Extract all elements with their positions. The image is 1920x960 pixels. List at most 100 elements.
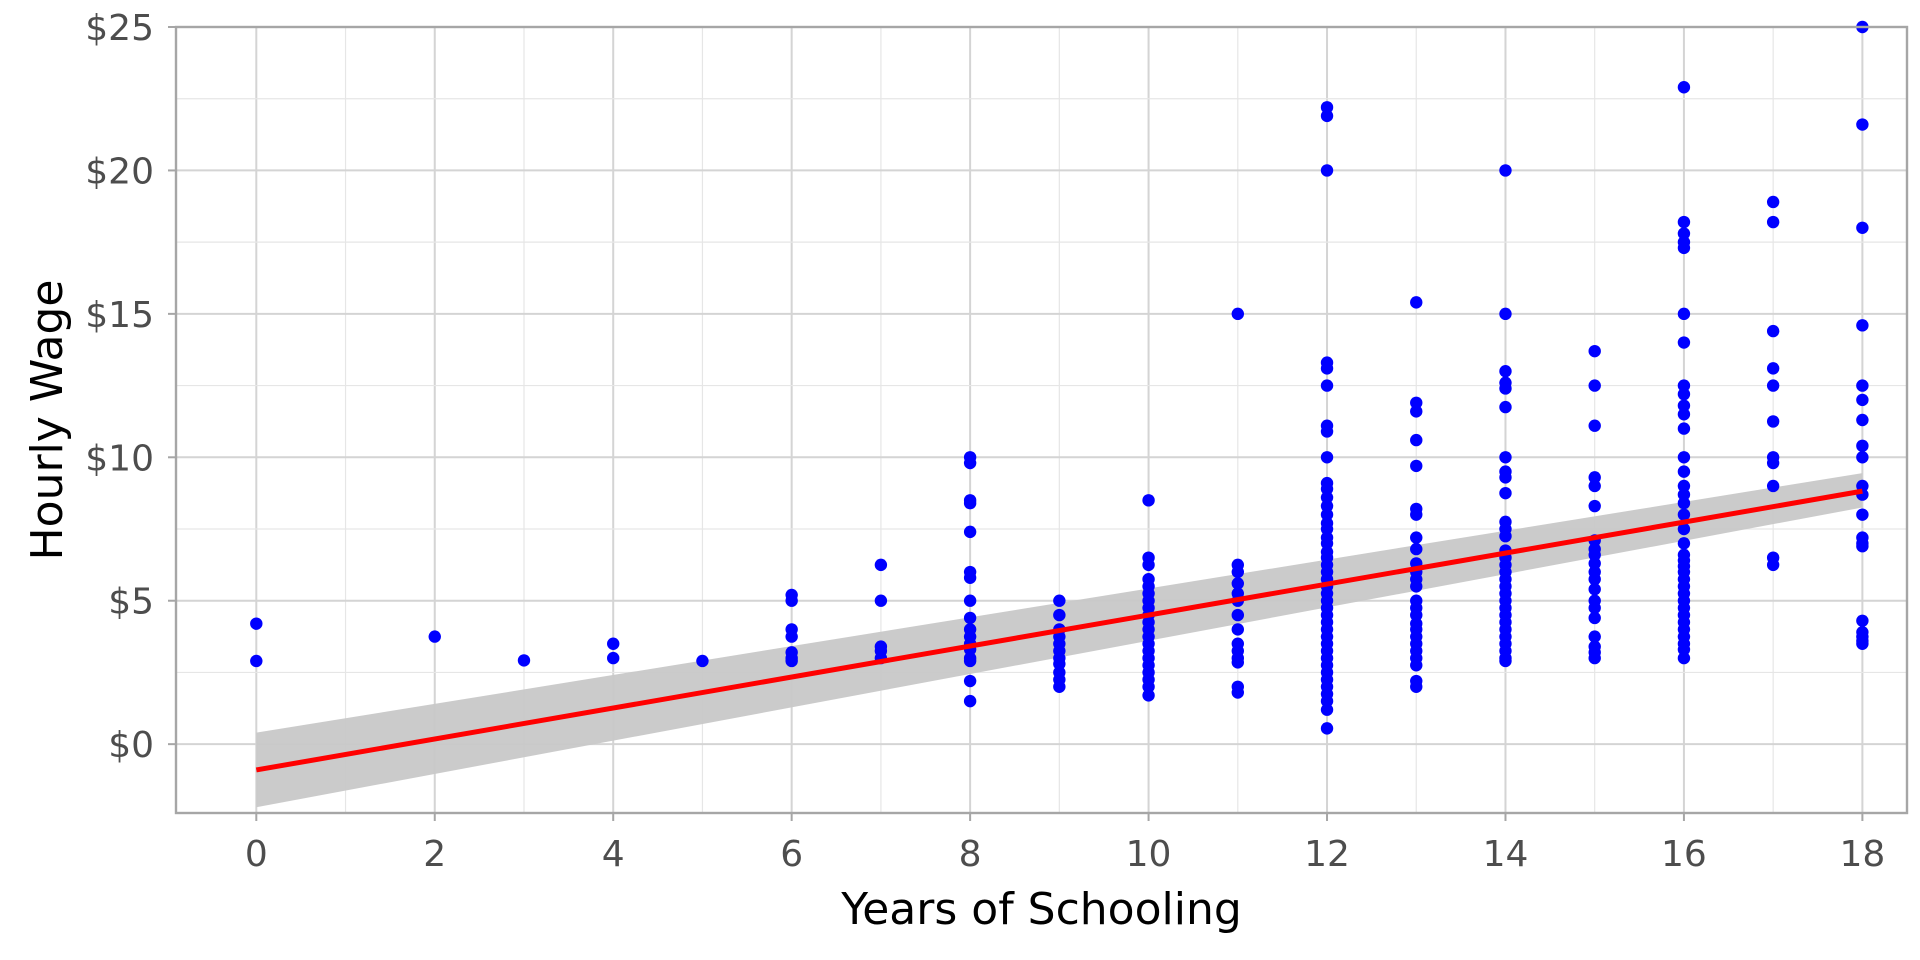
data-point — [1410, 580, 1423, 593]
data-point — [1588, 379, 1601, 392]
data-point — [1499, 365, 1512, 378]
y-axis-title: Hourly Wage — [22, 280, 73, 561]
data-point — [1499, 400, 1512, 414]
data-point — [1410, 680, 1423, 693]
data-point — [1677, 651, 1691, 665]
data-point — [1499, 654, 1512, 668]
data-point — [874, 594, 888, 607]
data-point — [1320, 491, 1334, 504]
data-point — [1766, 324, 1780, 338]
data-point — [1588, 630, 1601, 643]
y-tick-label: $20 — [85, 151, 154, 192]
data-point — [1856, 614, 1869, 628]
data-point — [517, 654, 531, 667]
data-point — [1142, 680, 1155, 693]
data-point — [963, 694, 977, 708]
data-point — [1499, 164, 1512, 177]
data-point — [1677, 387, 1691, 401]
data-point — [1142, 494, 1155, 507]
data-point — [1320, 109, 1334, 123]
data-point — [1856, 118, 1869, 131]
data-point — [1677, 465, 1691, 478]
data-point — [1320, 425, 1334, 438]
data-point — [1766, 215, 1780, 229]
data-point — [963, 594, 977, 607]
data-point — [963, 496, 977, 510]
data-point — [1320, 722, 1334, 735]
data-point — [1677, 496, 1691, 510]
data-point — [1410, 296, 1423, 309]
data-point — [1588, 583, 1601, 596]
data-point — [1499, 451, 1512, 464]
x-tick-label: 10 — [1126, 834, 1172, 875]
data-point — [1588, 601, 1601, 615]
data-point — [1320, 694, 1334, 708]
data-point — [1588, 419, 1601, 432]
x-tick-label: 18 — [1839, 834, 1885, 875]
data-point — [874, 558, 888, 572]
data-point — [963, 571, 977, 584]
data-point — [1053, 608, 1066, 622]
data-point — [1677, 241, 1691, 255]
data-point — [963, 674, 977, 688]
x-tick-label: 0 — [245, 834, 268, 875]
data-point — [1499, 529, 1512, 543]
data-point — [1677, 451, 1691, 464]
data-point — [1677, 537, 1691, 550]
data-point — [1677, 508, 1691, 521]
data-point — [1677, 379, 1691, 392]
grid-lines — [176, 26, 1907, 813]
data-point — [785, 594, 798, 607]
data-point — [963, 456, 977, 470]
data-point — [1677, 488, 1691, 501]
plot-panel-border — [174, 25, 1909, 815]
data-point — [1588, 499, 1601, 513]
data-point — [1320, 537, 1334, 550]
data-point — [1677, 643, 1691, 656]
data-point — [1053, 594, 1066, 607]
data-point — [1231, 307, 1244, 321]
data-point — [1410, 608, 1423, 622]
data-point — [1766, 456, 1780, 470]
data-point — [1588, 344, 1601, 358]
x-axis-title: Years of Schooling — [840, 884, 1242, 935]
data-point — [1856, 393, 1869, 407]
data-point — [1053, 657, 1066, 671]
data-point — [963, 525, 977, 539]
data-point — [1231, 608, 1244, 622]
data-point — [1499, 486, 1512, 500]
data-point — [428, 630, 441, 643]
data-point — [963, 611, 977, 625]
data-point — [1677, 399, 1691, 412]
x-tick-label: 12 — [1304, 834, 1350, 875]
x-tick-label: 16 — [1661, 834, 1707, 875]
y-tick-label: $10 — [85, 438, 154, 479]
data-point — [1588, 651, 1601, 665]
data-point — [1410, 659, 1423, 672]
data-point — [963, 654, 977, 668]
data-point — [607, 637, 620, 650]
data-point — [1856, 479, 1869, 493]
x-tick-label: 14 — [1483, 834, 1529, 875]
data-point — [1320, 482, 1334, 496]
data-point — [1320, 499, 1334, 513]
y-tick-label: $25 — [85, 8, 154, 49]
data-point — [1499, 382, 1512, 395]
data-point — [1142, 558, 1155, 572]
regression-line — [255, 488, 1863, 773]
data-point — [1053, 680, 1066, 693]
data-point — [1588, 573, 1601, 586]
data-point — [1677, 522, 1691, 536]
data-point — [250, 654, 263, 668]
data-point — [1766, 362, 1780, 375]
data-point — [1588, 479, 1601, 493]
data-point — [1856, 221, 1869, 235]
data-point — [1766, 558, 1780, 572]
x-axis-ticks: 0 2 4 6 8 10 12 14 16 18 — [245, 813, 1885, 875]
y-axis-ticks: $0 $5 $10 $15 $20 $25 — [85, 8, 176, 766]
data-point — [1320, 101, 1334, 114]
data-point — [1856, 637, 1869, 650]
data-point — [1231, 686, 1244, 699]
data-point — [1677, 408, 1691, 421]
data-point — [1766, 479, 1780, 493]
